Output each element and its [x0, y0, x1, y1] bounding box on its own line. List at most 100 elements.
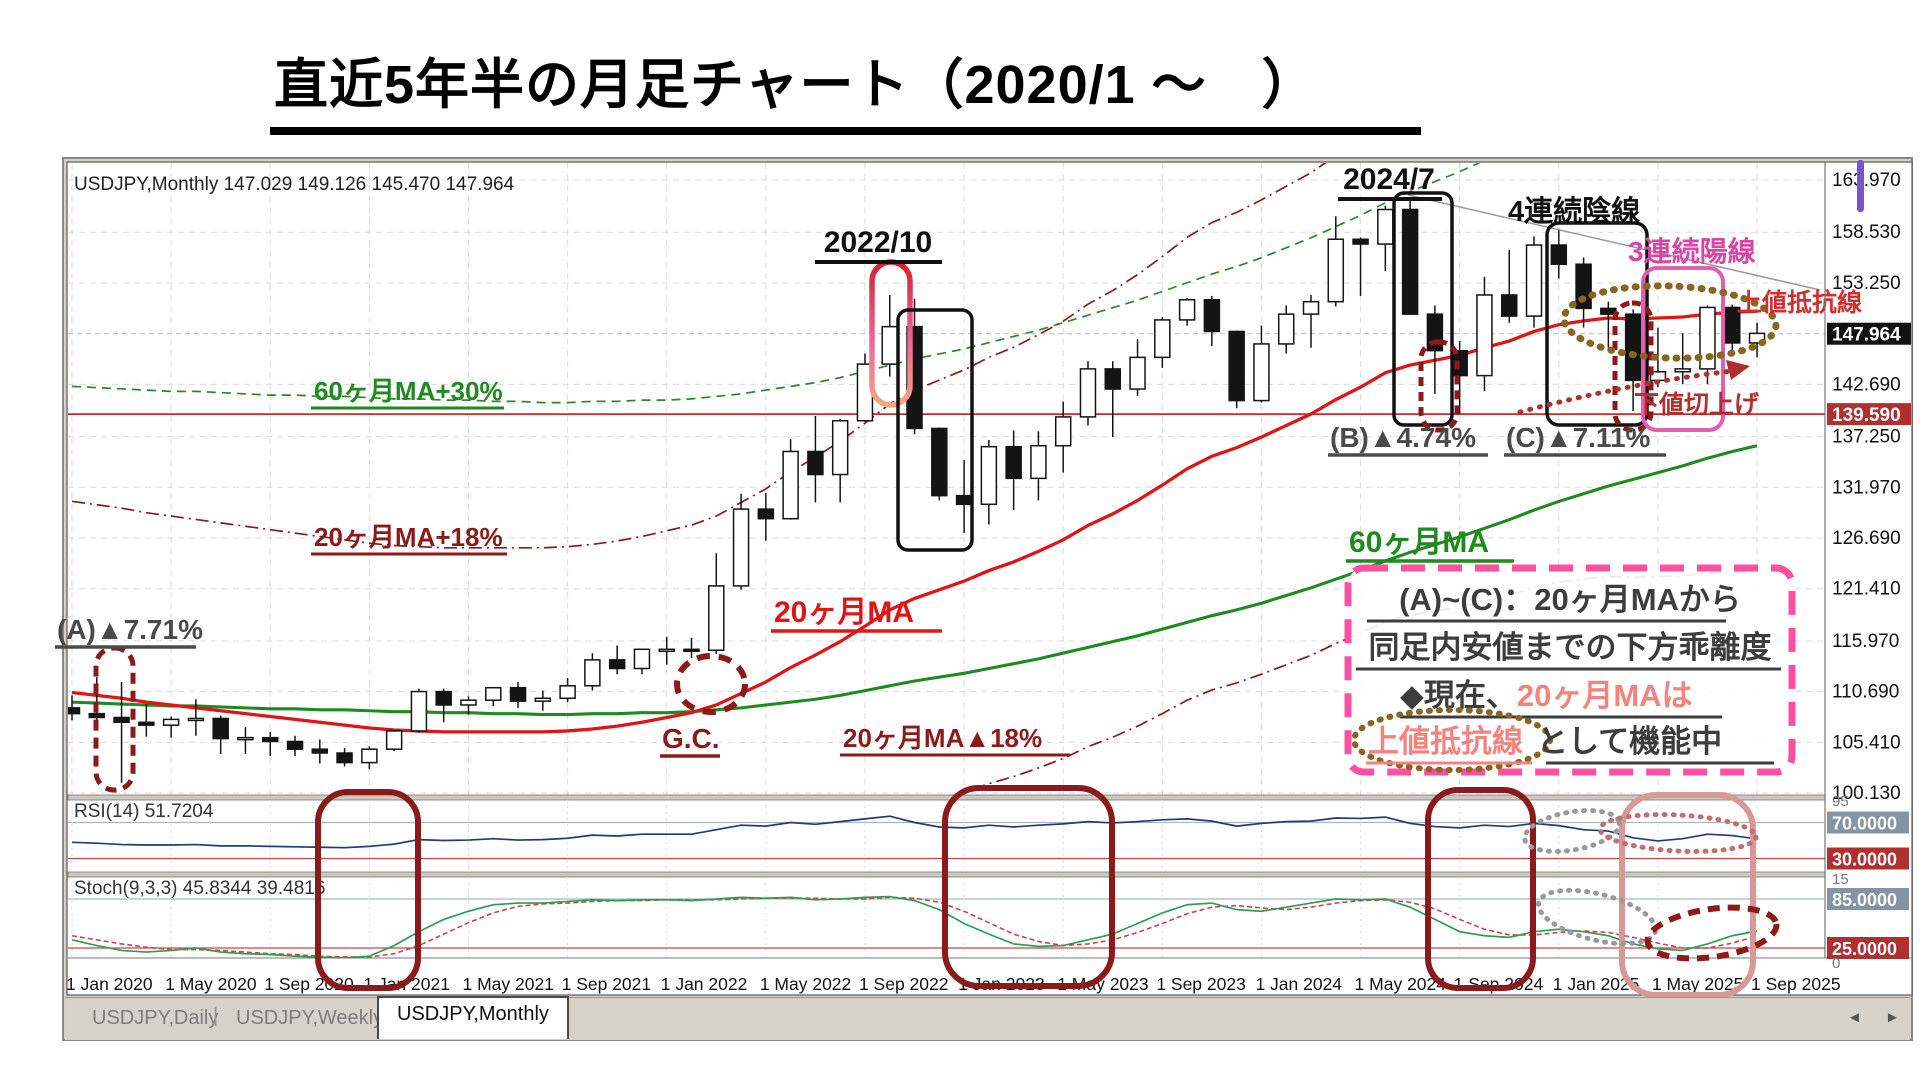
- current-price-text: 147.964: [1832, 325, 1901, 346]
- date-label: 1 Sep 2020: [264, 974, 354, 994]
- candle-body: [1104, 368, 1122, 390]
- label-2022-10: 2022/10: [824, 226, 932, 259]
- info-line3: ◆現在、20ヶ月MAは: [1400, 678, 1693, 713]
- tab-usdjpy-weekly[interactable]: USDJPY,Weekly: [236, 1007, 384, 1029]
- label-ma20-plus18: 20ヶ月MA+18%: [314, 522, 503, 552]
- rsi-scale-bottom: 15: [1832, 871, 1849, 888]
- date-label: 1 May 2022: [760, 974, 851, 994]
- purple-scroll-thumb: [1857, 160, 1864, 212]
- price-axis-label: 142.690: [1832, 374, 1901, 395]
- candle-body: [138, 721, 155, 726]
- candle-body: [931, 427, 948, 497]
- label-resistance: 上値抵抗線: [1737, 288, 1862, 317]
- candle-body: [336, 752, 353, 764]
- chart-tab-bar: USDJPY,Daily | USDJPY,Weekly USDJPY,Mont…: [65, 996, 1910, 1040]
- candle-body: [1550, 244, 1568, 265]
- current-price-box: [1827, 322, 1911, 345]
- chart-tspan: 20ヶ月MAは: [1517, 678, 1693, 713]
- rsi-30-box: [1827, 847, 1909, 870]
- price-annotations: USDJPY,Monthly 147.029 149.126 145.470 1…: [55, 163, 1862, 793]
- candle-body: [1327, 238, 1345, 303]
- candle-body: [1476, 294, 1493, 377]
- price-axis-label: 126.690: [1832, 528, 1901, 549]
- candle-body: [485, 686, 502, 701]
- label-three-bullish: 3連続陽線: [1628, 235, 1756, 267]
- stoch-25-box: [1827, 937, 1909, 960]
- ma60-line: [71, 444, 1758, 717]
- candle-body: [980, 445, 998, 506]
- candle-body: [1154, 319, 1171, 359]
- label-C: (C)▲7.11%: [1506, 422, 1651, 453]
- stoch-25-text: 25.0000: [1832, 939, 1897, 959]
- candle-body: [187, 717, 205, 722]
- candle-body: [683, 648, 700, 653]
- candle-body: [708, 585, 725, 652]
- price-axis-label: 153.250: [1832, 273, 1901, 294]
- candle-body: [385, 730, 403, 750]
- stoch-dashed-ellipse: [1644, 904, 1780, 962]
- candle-body: [237, 736, 254, 741]
- red-price-box: [1827, 403, 1911, 426]
- candle-body: [608, 659, 626, 670]
- ellipse-B: [1418, 339, 1460, 433]
- info-resistance-ellipse: [1351, 707, 1553, 773]
- vrect-mid2025: [1619, 792, 1756, 998]
- date-label: 1 May 2021: [462, 974, 553, 994]
- date-label: 1 Jan 2024: [1255, 974, 1342, 994]
- candle-body: [1203, 298, 1221, 333]
- vrect-early2023: [942, 785, 1115, 989]
- price-axis-label: 115.970: [1832, 631, 1899, 652]
- rsi-gray-dotted-ellipse: [1522, 808, 1622, 854]
- candle-body: [881, 325, 898, 365]
- price-axis-label: 100.130: [1832, 783, 1901, 804]
- date-label: 1 May 2020: [165, 974, 257, 994]
- label-A: (A)▲7.71%: [57, 614, 203, 645]
- label-higher-lows: 下値切上げ: [1634, 391, 1760, 419]
- higher-lows-arrow: [1517, 368, 1735, 415]
- rsi-70-text: 70.0000: [1832, 814, 1897, 834]
- candle-body: [1228, 330, 1245, 402]
- date-label: 1 Sep 2023: [1156, 974, 1246, 994]
- date-label: 1 Jan 2025: [1553, 974, 1640, 994]
- chart-tspan: 上値抵抗線: [1368, 724, 1523, 759]
- tab-usdjpy-monthly[interactable]: USDJPY,Monthly: [377, 996, 569, 1039]
- black-box-four-bearish: [1545, 221, 1649, 427]
- date-label: 1 Sep 2021: [562, 974, 652, 994]
- resistance-ellipse: [1560, 282, 1780, 362]
- candle-body: [1030, 444, 1047, 480]
- label-gc: G.C.: [662, 723, 720, 754]
- rsi-70-box: [1827, 811, 1909, 834]
- price-panel: [68, 163, 1825, 795]
- date-label: 1 Sep 2025: [1751, 974, 1841, 994]
- candle-body: [782, 450, 799, 520]
- stoch-label: Stoch(9,3,3) 45.8344 39.4816: [74, 878, 325, 899]
- pink-box-three-bullish: [1641, 266, 1725, 432]
- candle-body: [1600, 307, 1617, 315]
- candle-body: [212, 717, 229, 740]
- rsi-scale-top: 95: [1832, 793, 1849, 810]
- window-header: USDJPY,Monthly 147.029 149.126 145.470 1…: [74, 174, 515, 195]
- candle-body: [584, 659, 601, 687]
- candle-body: [559, 685, 576, 700]
- indicator-annotations: [315, 785, 1780, 998]
- candle-body: [435, 690, 452, 706]
- label-2024-7: 2024/7: [1343, 163, 1435, 196]
- candle-body: [509, 686, 527, 702]
- scroll-right-icon[interactable]: ►: [1885, 1009, 1900, 1026]
- rsi-30-text: 30.0000: [1832, 850, 1897, 870]
- red-price-text: 139.590: [1832, 405, 1901, 426]
- date-label: 1 May 2023: [1057, 974, 1148, 994]
- info-line1: (A)~(C)：20ヶ月MAから: [1399, 582, 1741, 617]
- date-label: 1 Sep 2022: [859, 974, 949, 994]
- label-ma60: 60ヶ月MA: [1349, 526, 1489, 559]
- candle-body: [757, 508, 775, 520]
- price-axis-label: 105.410: [1832, 732, 1901, 753]
- label-B: (B)▲4.74%: [1330, 422, 1476, 453]
- candle-body: [1277, 313, 1295, 345]
- candle-body: [1079, 368, 1097, 418]
- scroll-left-icon[interactable]: ◄: [1847, 1009, 1862, 1026]
- tab-usdjpy-daily[interactable]: USDJPY,Daily: [92, 1007, 219, 1029]
- candle-body: [1253, 343, 1270, 402]
